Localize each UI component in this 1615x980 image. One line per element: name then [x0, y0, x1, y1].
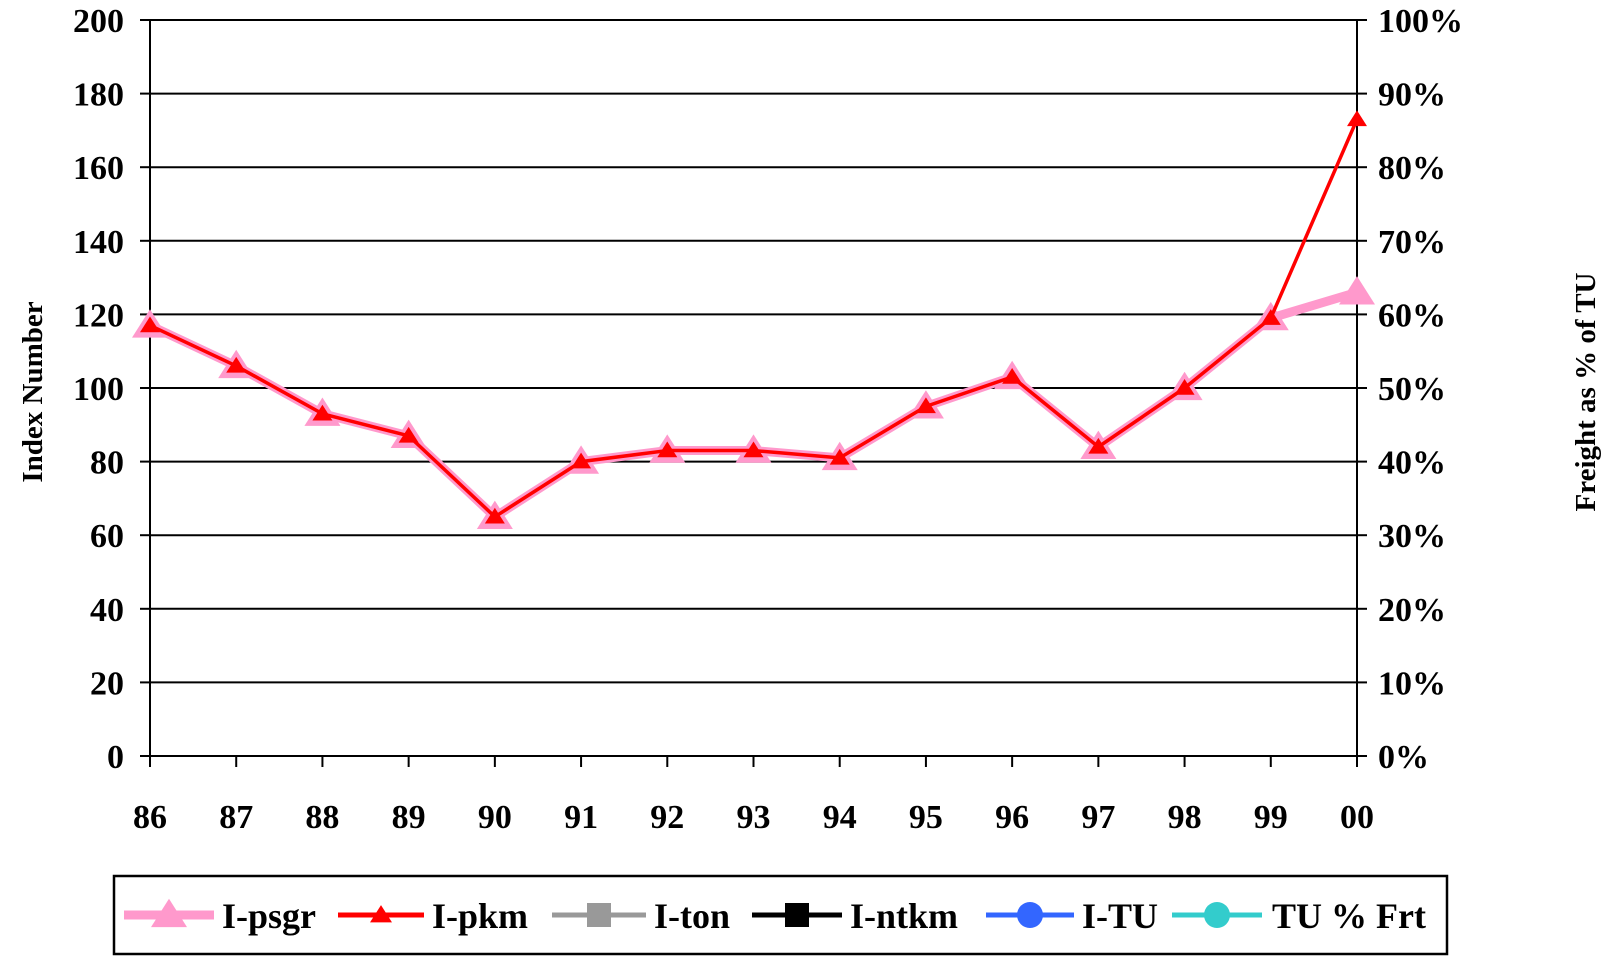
point-i-pkm — [312, 404, 333, 421]
right-axis-tick-label: 0% — [1378, 739, 1429, 776]
legend-item: I-TU — [986, 896, 1158, 936]
point-i-pkm — [657, 441, 678, 458]
legend-label: I-ton — [654, 896, 730, 936]
legend-label: TU % Frt — [1272, 896, 1426, 936]
legend-label: I-pkm — [432, 896, 528, 936]
x-axis-tick-label: 98 — [1168, 799, 1202, 836]
series-layer — [132, 110, 1375, 529]
x-axis-tick-label: 95 — [909, 799, 943, 836]
left-axis-tick-labels: 0 20 40 60 80 100 120 140 160 180 200 — [73, 3, 124, 776]
right-axis-tick-label: 100% — [1378, 3, 1463, 40]
left-axis-tick-label: 40 — [90, 592, 124, 629]
left-axis-tick-label: 100 — [73, 371, 124, 408]
right-axis-tick-label: 60% — [1378, 297, 1446, 334]
legend-circle-marker — [1017, 902, 1043, 928]
x-axis-tick-label: 94 — [823, 799, 857, 836]
point-i-pkm — [1174, 379, 1195, 395]
left-axis-tick-label: 200 — [73, 3, 124, 40]
point-i-pkm — [140, 316, 160, 333]
point-i-pkm — [915, 397, 936, 414]
x-axis-tick-label: 87 — [219, 799, 253, 836]
legend-square-marker — [785, 903, 809, 927]
x-axis-tick-labels: 86 87 88 89 90 91 92 93 94 95 96 97 98 99 00 — [133, 799, 1374, 836]
x-axis-tick-label: 88 — [305, 799, 339, 836]
legend: I-psgr I-pkm I-ton I-ntkm I-TU TU % Frt — [112, 874, 1449, 956]
point-i-pkm — [1260, 309, 1281, 325]
left-axis-tick-label: 180 — [73, 77, 124, 114]
legend-triangle-marker — [370, 905, 392, 923]
x-axis-tick-label: 86 — [133, 799, 167, 836]
point-i-pkm — [1088, 437, 1109, 454]
point-i-pkm — [226, 356, 247, 373]
legend-circle-marker — [1204, 902, 1230, 928]
legend-item: I-ntkm — [752, 896, 958, 936]
axes — [140, 19, 1367, 767]
legend-item: I-pkm — [338, 896, 528, 936]
legend-label: I-psgr — [222, 896, 316, 936]
left-axis-tick-label: 60 — [90, 518, 124, 555]
left-axis-tick-label: 160 — [73, 150, 124, 187]
right-axis-tick-label: 10% — [1378, 665, 1446, 702]
left-axis-tick-label: 0 — [107, 739, 124, 776]
x-axis-tick-label: 00 — [1340, 799, 1374, 836]
gridlines — [150, 19, 1357, 684]
x-axis-tick-label: 97 — [1081, 799, 1115, 836]
legend-label: I-TU — [1082, 896, 1158, 936]
series-line-i-psgr — [148, 288, 1359, 522]
left-axis-tick-label: 20 — [90, 665, 124, 702]
x-axis-tick-label: 91 — [564, 799, 598, 836]
right-axis-tick-label: 20% — [1378, 592, 1446, 629]
right-axis-tick-label: 30% — [1378, 518, 1446, 555]
x-axis-tick-label: 96 — [995, 799, 1029, 836]
point-i-pkm — [484, 507, 505, 524]
legend-triangle-marker — [151, 898, 187, 928]
left-axis-tick-label: 80 — [90, 445, 124, 482]
left-axis-tick-label: 120 — [73, 297, 124, 334]
right-axis-title: Freight as % of TU — [1570, 272, 1602, 511]
legend-item: TU % Frt — [1172, 896, 1426, 936]
left-axis-title: Index Number — [17, 301, 49, 482]
point-i-pkm — [743, 441, 764, 458]
right-axis-tick-label: 50% — [1378, 371, 1446, 408]
left-axis-tick-label: 140 — [73, 224, 124, 261]
right-axis-tick-label: 80% — [1378, 150, 1446, 187]
legend-item: I-ton — [552, 896, 730, 936]
legend-square-marker — [587, 903, 611, 927]
x-axis-tick-label: 90 — [478, 799, 512, 836]
legend-item: I-psgr — [124, 896, 316, 936]
right-axis-tick-label: 40% — [1378, 445, 1446, 482]
point-i-pkm — [829, 448, 850, 465]
point-i-pkm — [398, 426, 419, 443]
right-axis-tick-labels: 0% 10% 20% 30% 40% 50% 60% 70% 80% 90% 100% — [1378, 3, 1463, 776]
right-axis-tick-label: 70% — [1378, 224, 1446, 261]
x-axis-tick-label: 93 — [737, 799, 771, 836]
point-i-psgr — [1339, 276, 1375, 305]
point-i-pkm — [1347, 110, 1367, 127]
x-axis-tick-label: 99 — [1254, 799, 1288, 836]
x-axis-tick-label: 89 — [392, 799, 426, 836]
right-axis-tick-label: 90% — [1378, 77, 1446, 114]
x-axis-tick-label: 92 — [650, 799, 684, 836]
point-i-pkm — [571, 452, 592, 469]
legend-label: I-ntkm — [850, 896, 958, 936]
point-i-pkm — [1002, 367, 1023, 384]
